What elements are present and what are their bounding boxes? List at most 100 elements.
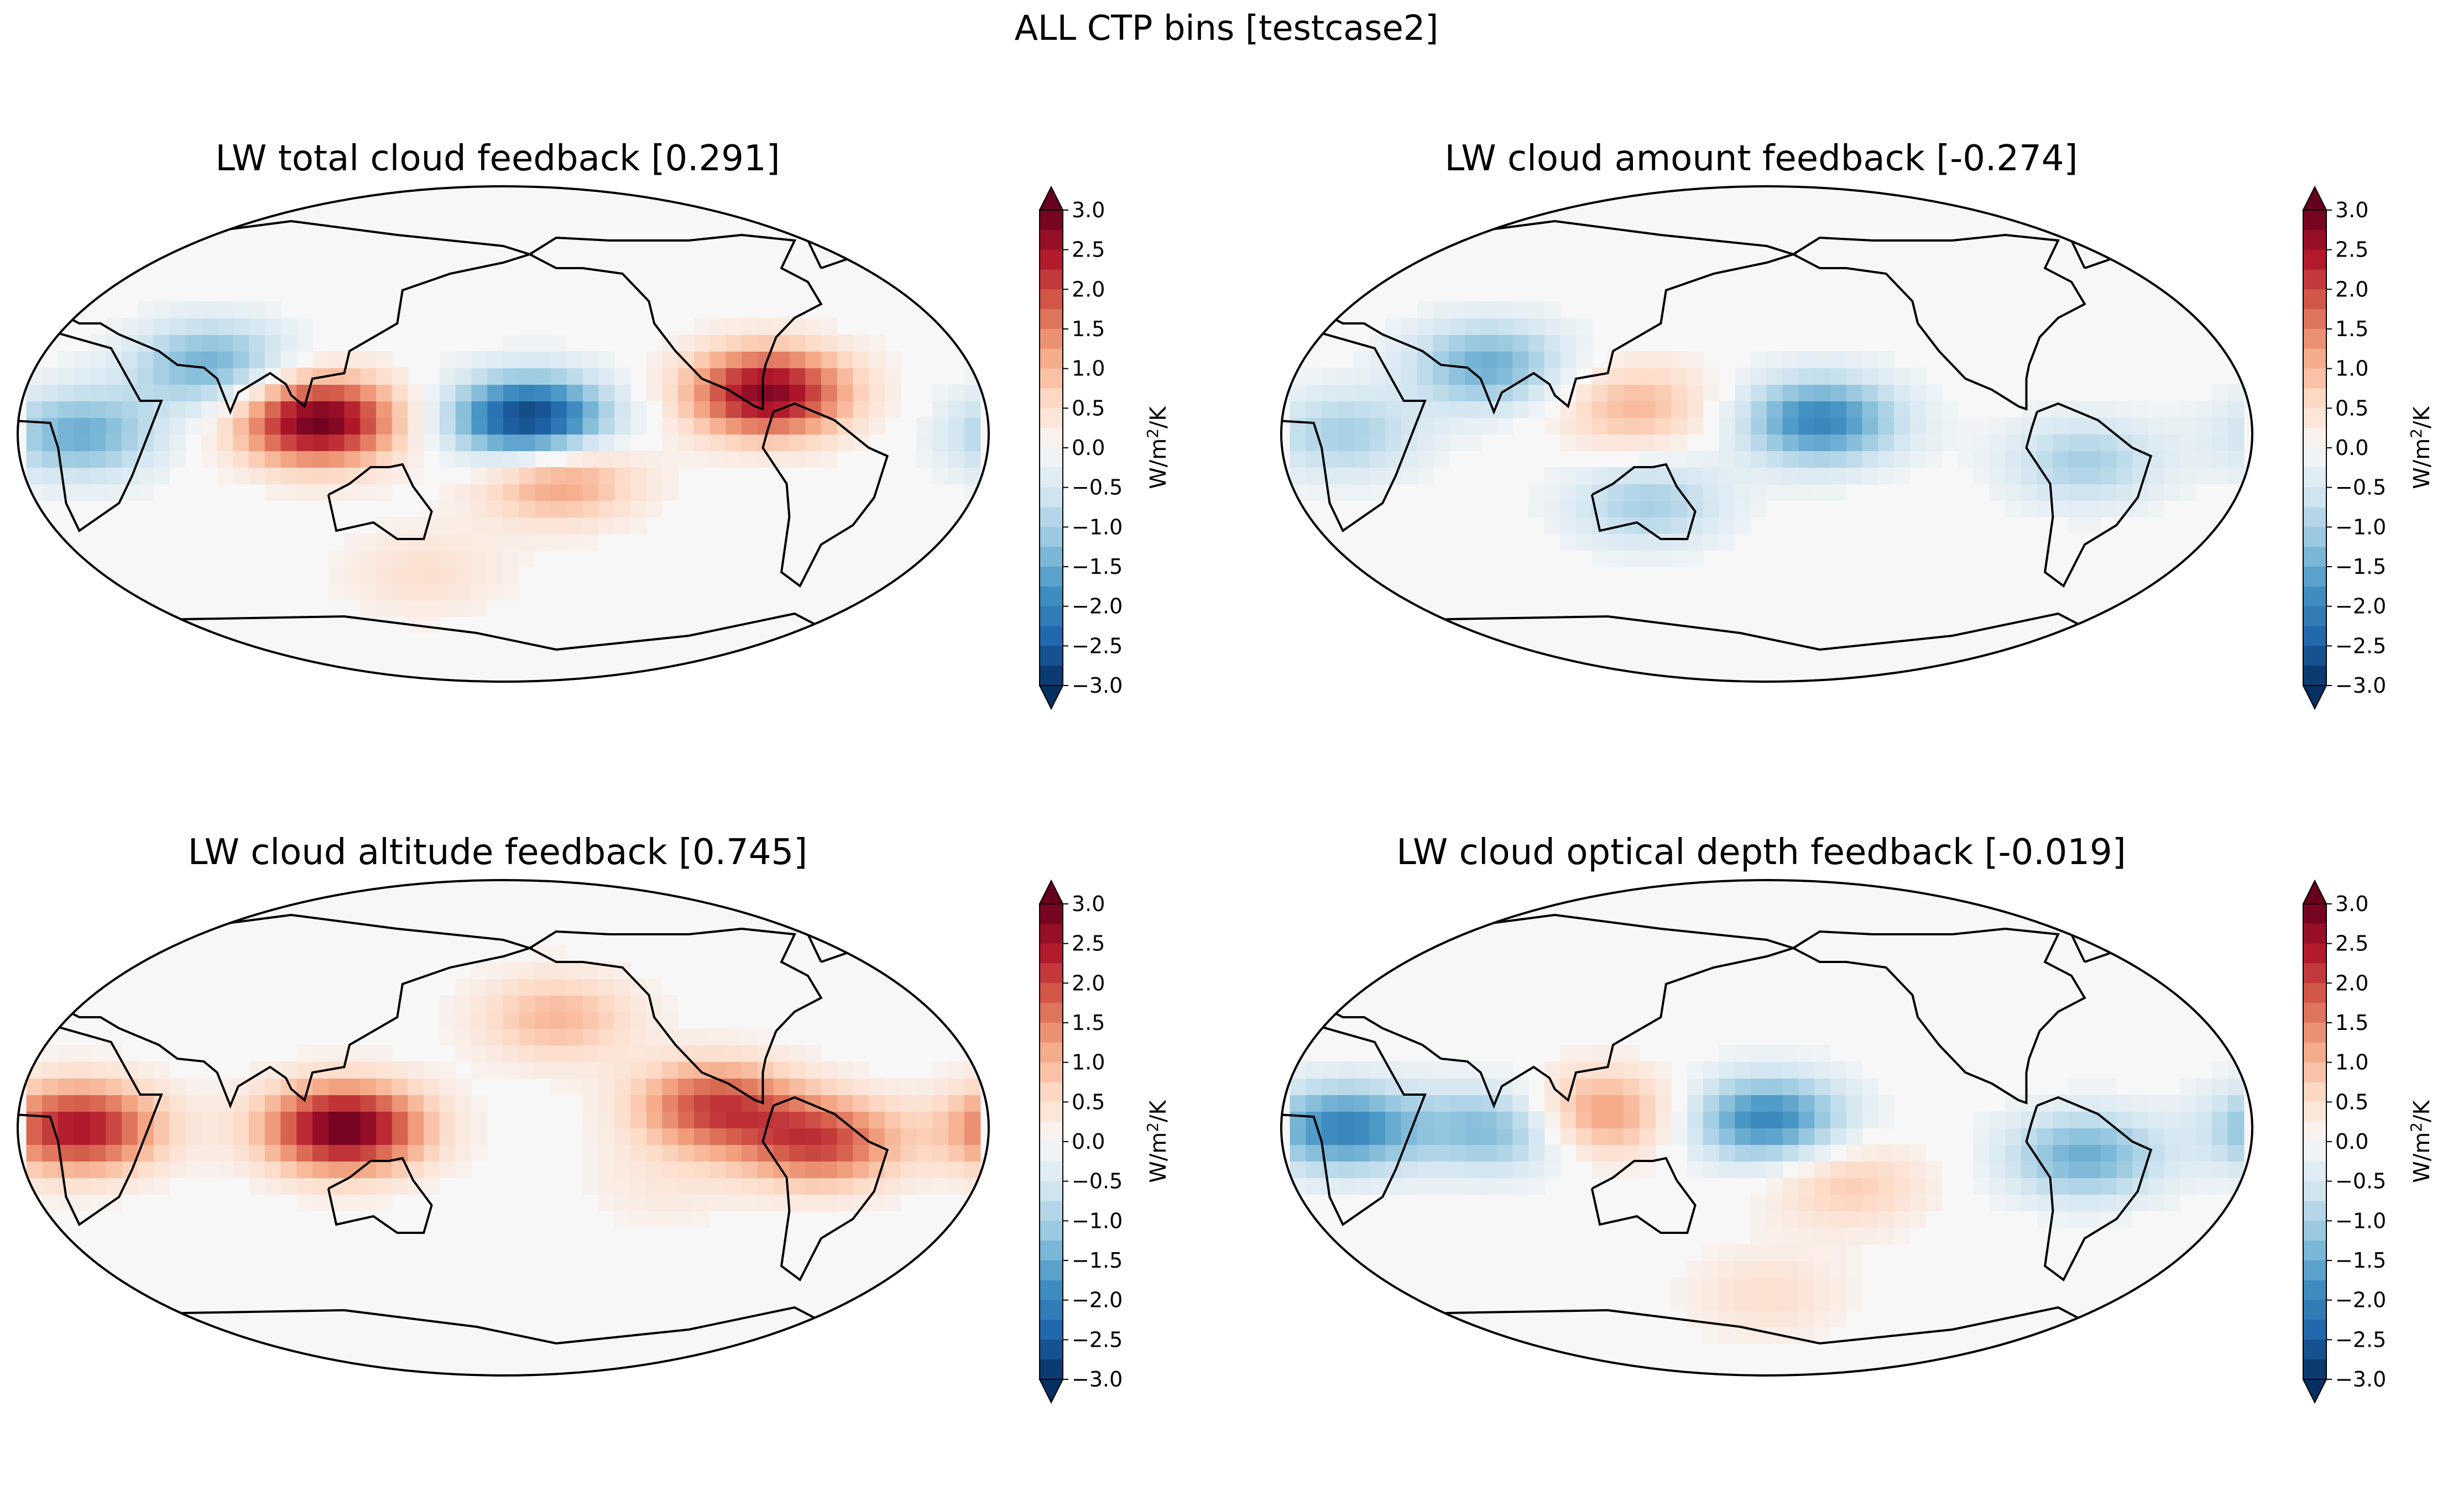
colorbar-tick-label: 0.0 xyxy=(2335,1129,2368,1154)
field-cell xyxy=(646,1045,663,1062)
colorbar-level xyxy=(1040,1102,1063,1122)
field-cell xyxy=(471,434,488,451)
map-lw-altitude xyxy=(17,879,990,1377)
field-cell xyxy=(582,1111,599,1128)
field-cell xyxy=(2100,1194,2117,1211)
field-cell xyxy=(1862,384,1879,401)
colorbar-level xyxy=(1040,1161,1063,1182)
field-cell xyxy=(1480,417,1497,435)
field-cell xyxy=(2069,484,2085,501)
field-cell xyxy=(567,1028,583,1045)
field-cell xyxy=(106,1161,122,1178)
field-cell xyxy=(535,517,552,534)
field-cell xyxy=(1353,368,1370,385)
field-cell xyxy=(344,1144,361,1162)
field-cell xyxy=(1640,533,1656,551)
field-cell xyxy=(424,1111,440,1128)
field-cell xyxy=(535,484,552,501)
field-cell xyxy=(614,1128,631,1145)
field-cell xyxy=(742,1061,758,1079)
field-cell xyxy=(153,301,170,318)
field-cell xyxy=(1830,1227,1847,1244)
field-cell xyxy=(1703,484,1720,501)
field-cell xyxy=(296,1144,313,1162)
field-cell xyxy=(42,1144,59,1162)
field-cell xyxy=(487,368,504,385)
field-cell xyxy=(805,451,822,468)
field-cell xyxy=(2180,401,2197,418)
field-cell xyxy=(1544,301,1561,318)
field-cell xyxy=(1449,434,1465,451)
field-cell xyxy=(1369,1111,1386,1128)
field-cell xyxy=(1576,351,1593,368)
field-cell xyxy=(869,417,885,435)
field-cell xyxy=(169,384,186,401)
field-cell xyxy=(503,368,520,385)
field-cell xyxy=(916,1111,933,1128)
field-cell xyxy=(1782,451,1799,468)
field-cell xyxy=(1909,434,1927,451)
field-cell xyxy=(503,401,520,418)
field-cell xyxy=(1973,1161,1990,1178)
field-cell xyxy=(471,384,488,401)
field-cell xyxy=(1798,1095,1815,1112)
colorbar-tick-label: −0.5 xyxy=(2335,475,2386,500)
field-cell xyxy=(360,1178,377,1195)
field-cell xyxy=(1751,451,1767,468)
field-cell xyxy=(1814,1144,1831,1162)
field-cell xyxy=(1560,1128,1577,1145)
field-cell xyxy=(1687,384,1704,401)
field-cell xyxy=(201,451,218,468)
field-cell xyxy=(42,1061,59,1079)
field-cell xyxy=(1782,1260,1799,1278)
field-cell xyxy=(551,384,567,401)
field-cell xyxy=(1767,368,1783,385)
colorbar-level xyxy=(2303,1161,2326,1182)
field-cell xyxy=(535,434,552,451)
field-cell xyxy=(1337,384,1354,401)
field-cell xyxy=(392,550,409,567)
field-cell xyxy=(137,351,154,368)
field-cell xyxy=(1401,1161,1418,1178)
field-cell xyxy=(1830,384,1847,401)
field-cell xyxy=(678,1161,695,1178)
field-cell xyxy=(233,401,249,418)
field-cell xyxy=(1464,1111,1481,1128)
field-cell xyxy=(2069,1111,2085,1128)
field-cell xyxy=(1496,417,1513,435)
field-cell xyxy=(694,318,711,335)
field-cell xyxy=(1576,384,1593,401)
field-cell xyxy=(662,1211,679,1228)
field-cell xyxy=(519,467,536,484)
field-cell xyxy=(853,1178,870,1195)
field-cell xyxy=(773,1061,790,1079)
field-cell xyxy=(1480,1111,1497,1128)
field-cell xyxy=(360,1078,377,1095)
field-cell xyxy=(1640,1061,1656,1079)
field-cell xyxy=(519,484,536,501)
field-cell xyxy=(2100,1095,2117,1112)
field-cell xyxy=(90,1144,107,1162)
field-cell xyxy=(169,434,186,451)
colorbar-tick-label: 0.0 xyxy=(1072,436,1105,460)
field-cell xyxy=(1862,1211,1879,1228)
field-cell xyxy=(789,1045,806,1062)
field-cell xyxy=(662,1178,679,1195)
field-cell xyxy=(424,1178,440,1195)
colorbar-tick-label: 3.0 xyxy=(1072,198,1105,222)
field-cell xyxy=(551,417,567,435)
field-cell xyxy=(1687,1310,1704,1327)
field-cell xyxy=(2211,384,2228,401)
field-cell xyxy=(646,451,663,468)
field-cell xyxy=(582,484,599,501)
field-cell xyxy=(1512,1095,1529,1112)
field-cell xyxy=(742,368,758,385)
field-cell xyxy=(1735,1061,1752,1079)
field-cell xyxy=(1449,301,1465,318)
field-cell xyxy=(1544,467,1561,484)
field-cell xyxy=(106,334,122,352)
field-cell xyxy=(535,368,552,385)
field-cell xyxy=(519,351,536,368)
field-cell xyxy=(137,384,154,401)
field-cell xyxy=(90,401,107,418)
